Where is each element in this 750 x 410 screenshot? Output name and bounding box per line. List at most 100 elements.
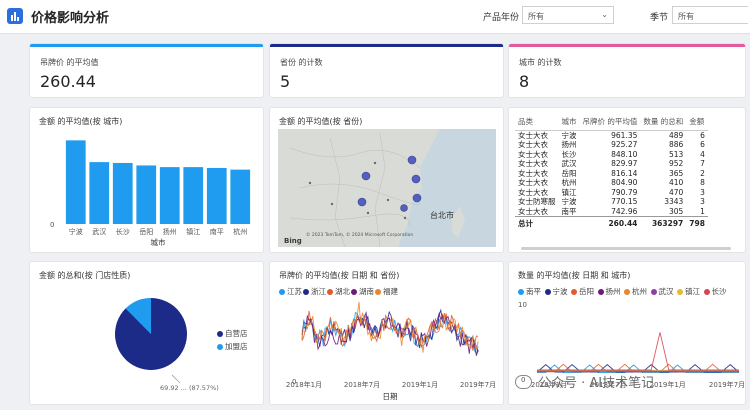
cell-quantity: 470 [668,187,684,197]
legend-item[interactable]: 杭州 [624,286,647,297]
cell-category: 女士大衣 [518,187,548,197]
bar[interactable] [65,140,86,224]
bar[interactable] [183,167,204,224]
bar[interactable] [112,162,133,224]
column-header-city[interactable]: 城市 [558,114,580,131]
series-line[interactable] [537,332,739,371]
province-map[interactable]: 台北市 Bing © 2023 TomTom, © 2024 Microsoft… [270,108,504,253]
cell-quantity: 365 [668,168,684,178]
bar[interactable] [89,162,110,224]
legend-item[interactable]: 镇江 [677,286,700,297]
bar[interactable] [230,169,251,224]
kpi-value: 5 [280,72,291,91]
legend-item[interactable]: 岳阳 [571,286,594,297]
column-header-amount[interactable]: 金额 [686,114,708,131]
bar[interactable] [159,167,180,224]
map-card[interactable]: 金额 的平均值(按 省份) 台北市 Bing © 2023 TomTom, © … [269,107,504,253]
table-row[interactable]: 女士大衣 南平 742.96 305 1 [515,207,708,217]
legend-label: 武汉 [658,287,674,296]
filter-label-year: 产品年份 [483,13,520,23]
column-header-category[interactable]: 品类 [515,114,559,131]
legend-item[interactable]: 长沙 [703,286,727,297]
page-title: 价格影响分析 [31,11,110,26]
line-chart-card[interactable]: 吊牌价 的平均值(按 日期 和 省份) 江苏 浙江 湖北 湖南 福建 0 2018年1月 2… [269,261,504,405]
bar-chart-card[interactable]: 金额 的平均值(按 城市) 宁波 武汉 长沙 岳阳 扬州 镇江 南平 杭州 0 城市 [29,107,264,253]
map-data-bubbles[interactable] [357,155,422,212]
column-header-tag-price[interactable]: 吊牌价 的平均值 [579,114,641,131]
cell-city: 镇江 [561,187,577,197]
table-horizontal-scrollbar[interactable] [521,247,731,250]
legend-marker [303,289,309,295]
chevron-down-icon: ⌄ [601,10,608,19]
kpi-label: 吊牌价 的平均值 [40,58,99,67]
kpi-value: 8 [519,72,530,91]
series-line[interactable] [301,311,479,356]
cell-city: 宁波 [561,130,577,140]
series-line[interactable] [301,310,479,351]
table-row[interactable]: 女士大衣 镇江 790.79 470 3 [515,188,708,198]
data-table: 品类 城市 吊牌价 的平均值 数量 的总和 金额 女士大衣 宁波 961.35 489… [515,114,708,230]
legend-marker [279,289,285,295]
legend-item[interactable]: 加盟店 [217,341,248,352]
cell-category: 女士大衣 [518,206,548,216]
series-line[interactable] [301,308,479,353]
kpi-accent-bar [270,44,503,47]
pie-data-label: 69.92 ... (87.57%) [160,384,219,392]
bar[interactable] [136,165,157,224]
legend-item[interactable]: 扬州 [597,286,621,297]
legend-item[interactable]: 宁波 [544,286,568,297]
map-city-label: 台北市 [430,210,454,220]
legend-item[interactable]: 自营店 [217,328,248,339]
x-tick-label: 2018年7月 [590,380,626,389]
legend-item[interactable]: 武汉 [650,286,674,297]
cell-quantity: 489 [668,130,684,140]
cell-amount: 798 [686,216,708,230]
wechat-icon [515,375,532,389]
table-row[interactable]: 女士大衣 杭州 804.90 410 8 [515,178,708,188]
table-row[interactable]: 女士防寒服 宁波 770.15 3343 3 [515,197,708,207]
sea-area [398,129,496,247]
kpi-card-tag-price: 吊牌价 的平均值 260.44 [29,43,264,98]
season-filter-dropdown[interactable]: 所有 [672,6,748,24]
x-tick-label: 杭州 [233,227,247,236]
cell-city: 南平 [561,206,577,216]
table-body: 女士大衣 宁波 961.35 489 6 女士大衣 扬州 925.27 886 6 女士大衣 长沙 84… [515,130,708,230]
table-row[interactable]: 女士大衣 岳阳 816.14 365 2 [515,169,708,179]
legend-marker [544,289,551,295]
data-table-card[interactable]: 品类 城市 吊牌价 的平均值 数量 的总和 金额 女士大衣 宁波 961.35 489… [508,107,746,253]
pie-chart-card[interactable]: 金额 的总和(按 门店性质) 69.92 ... (87.57%) 自营店 加盟店 [29,261,264,405]
cell-quantity: 3343 [664,197,684,206]
legend-item[interactable]: 南平 [518,286,541,297]
legend-label: 加盟店 [225,342,248,351]
table-row[interactable]: 女士大衣 武汉 829.97 952 7 [515,159,708,169]
cell-tag-price: 770.15 [611,197,638,206]
legend-label: 宁波 [552,287,568,296]
legend-item[interactable]: 湖北 [327,286,350,297]
legend-marker [217,331,223,337]
series-line[interactable] [301,301,479,353]
legend-item[interactable]: 浙江 [303,286,326,297]
cell-category: 女士大衣 [518,168,548,178]
kpi-label: 省份 的计数 [280,58,323,67]
legend-item[interactable]: 江苏 [279,286,302,297]
pie-slice[interactable] [125,298,151,334]
cell-tag-price: 829.97 [611,159,638,168]
legend-label: 长沙 [711,287,727,296]
table-total-row[interactable]: 总计 260.44 363297 798 [515,216,708,230]
legend-item[interactable]: 湖南 [351,286,374,297]
year-filter-dropdown[interactable]: 所有 ⌄ [522,6,614,24]
pie-slice[interactable] [115,298,187,370]
table-row[interactable]: 女士大衣 长沙 848.10 513 4 [515,150,708,160]
cell-city: 武汉 [561,159,577,168]
bar[interactable] [206,167,227,224]
legend-item[interactable]: 福建 [375,286,398,297]
quantity-line-chart-card[interactable]: 数量 的平均值(按 日期 和 城市) 南平 宁波 岳阳 扬州 杭州 武汉 镇江 长沙 0 10 2… [508,261,746,405]
quantity-line-chart: 0 10 2018年1月 2018年7月 2019年1月 2019年7月 [518,301,745,389]
bar-chart: 宁波 武汉 长沙 岳阳 扬州 镇江 南平 杭州 0 城市 [50,140,251,247]
y-tick-label: 0 [292,378,296,386]
legend-marker [518,289,524,295]
table-row[interactable]: 女士大衣 扬州 925.27 886 6 [515,140,708,150]
column-header-quantity[interactable]: 数量 的总和 [640,114,687,131]
table-row[interactable]: 女士大衣 宁波 961.35 489 6 [515,130,708,140]
